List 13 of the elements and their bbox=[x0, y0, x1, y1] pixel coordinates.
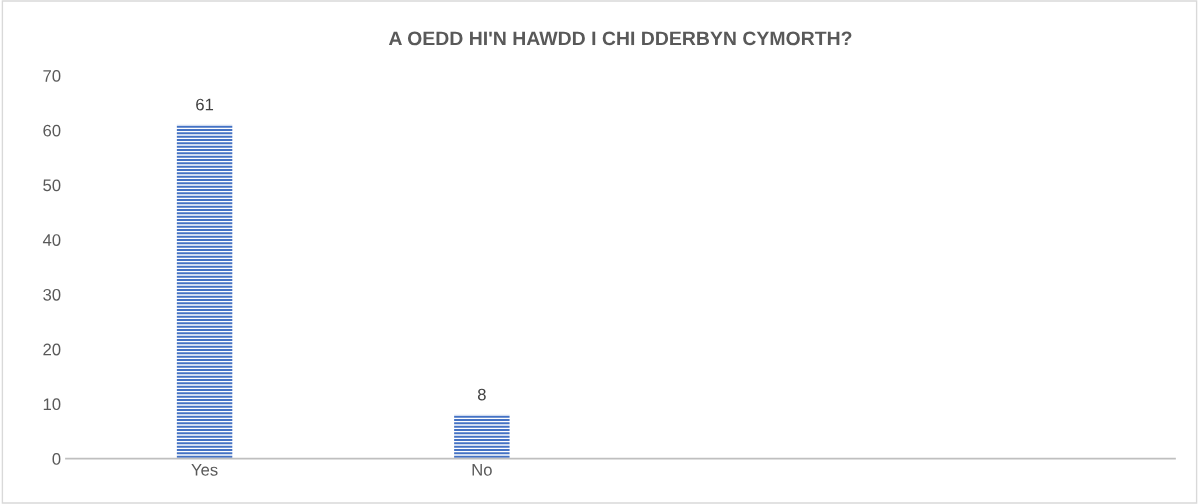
y-tick-label: 30 bbox=[43, 288, 61, 301]
y-tick-label: 0 bbox=[52, 453, 61, 465]
y-tick-label: 40 bbox=[42, 234, 61, 246]
y-tick-label: 60 bbox=[43, 124, 61, 137]
data-label: 8 bbox=[477, 388, 486, 401]
y-tick-label: 70 bbox=[43, 70, 61, 82]
x-tick-label: Yes bbox=[191, 464, 218, 476]
x-tick-label: No bbox=[472, 464, 492, 476]
y-tick-label: 20 bbox=[43, 343, 61, 356]
data-label: 61 bbox=[196, 98, 214, 111]
y-tick-label: 50 bbox=[43, 179, 61, 192]
y-tick-label: 10 bbox=[43, 398, 61, 411]
chart-title: A OEDD HI'N HAWDD I CHI DDERBYN CYMORTH? bbox=[388, 31, 852, 46]
